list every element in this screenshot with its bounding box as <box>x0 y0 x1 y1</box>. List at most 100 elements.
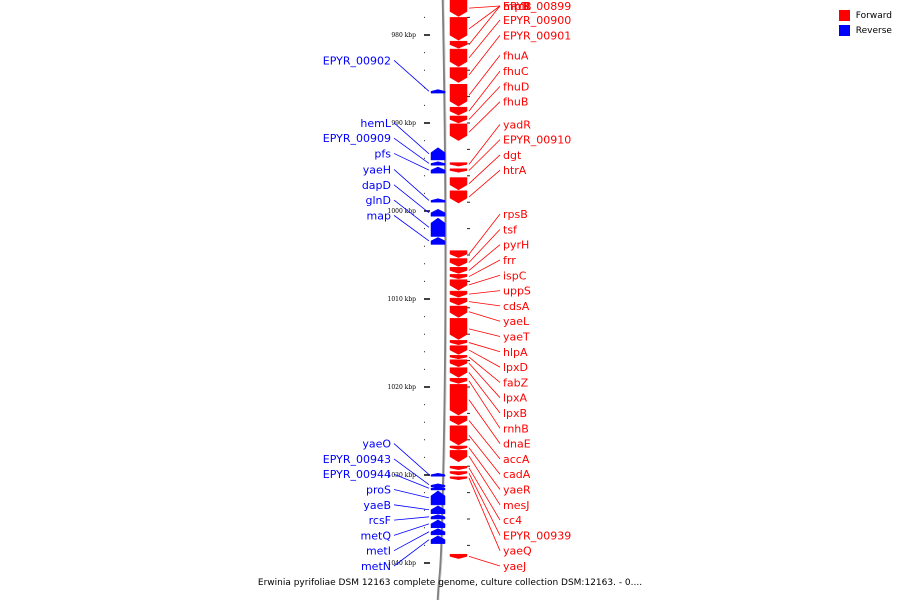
gene-arrow-mesJ[interactable] <box>449 450 468 463</box>
gene-label-metQ[interactable]: metQ <box>361 529 392 542</box>
gene-label-uppS[interactable]: uppS <box>503 285 531 298</box>
gene-arrow-metN[interactable] <box>430 535 446 544</box>
gene-arrow-fabZ[interactable] <box>449 355 468 360</box>
gene-label-yaeO[interactable]: yaeO <box>362 438 391 451</box>
gene-label-dgt[interactable]: dgt <box>503 149 522 162</box>
gene-arrow-ispC[interactable] <box>449 279 468 291</box>
gene-arrow-yaeB[interactable] <box>430 505 446 514</box>
gene-arrow-cdsA[interactable] <box>449 297 468 306</box>
gene-arrow-glnD[interactable] <box>430 217 446 237</box>
gene-label-yaeT[interactable]: yaeT <box>503 331 530 344</box>
gene-arrow-EPYR_00939[interactable] <box>449 471 468 476</box>
gene-label-hemL[interactable]: hemL <box>360 117 391 130</box>
gene-arrow-dapD[interactable] <box>430 208 446 217</box>
gene-arrow-frr[interactable] <box>449 274 468 280</box>
gene-arrow-metI[interactable] <box>430 528 446 536</box>
gene-arrow-yaeT[interactable] <box>449 318 468 340</box>
gene-label-EPYR_00909[interactable]: EPYR_00909 <box>323 132 391 145</box>
gene-label-EPYR_00944[interactable]: EPYR_00944 <box>323 468 391 481</box>
gene-arrow-rnhB[interactable] <box>449 377 468 384</box>
gene-arrow-EPYR_00909[interactable] <box>430 161 446 166</box>
gene-arrow-mrcB[interactable] <box>449 17 468 41</box>
gene-arrow-yadR[interactable] <box>449 162 468 167</box>
gene-label-fhuC[interactable]: fhuC <box>503 65 529 78</box>
gene-label-dnaE[interactable]: dnaE <box>503 438 531 451</box>
gene-label-cc4[interactable]: cc4 <box>503 514 522 527</box>
gene-arrow-cc4[interactable] <box>449 465 468 470</box>
gene-label-glnD[interactable]: glnD <box>366 194 391 207</box>
gene-arrow-yaeH[interactable] <box>430 198 446 203</box>
gene-arrow-proS[interactable] <box>430 490 446 506</box>
gene-arrow-metQ[interactable] <box>430 519 446 529</box>
gene-label-pfs[interactable]: pfs <box>374 147 391 160</box>
gene-label-rcsF[interactable]: rcsF <box>369 514 391 527</box>
gene-label-yaeJ[interactable]: yaeJ <box>503 560 526 573</box>
gene-label-yaeR[interactable]: yaeR <box>503 484 531 497</box>
gene-arrow-lpxA[interactable] <box>449 359 468 368</box>
gene-arrow-EPYR_00900[interactable] <box>449 48 468 67</box>
gene-label-frr[interactable]: frr <box>503 254 516 267</box>
gene-arrow-tsf[interactable] <box>449 258 468 267</box>
gene-label-metI[interactable]: metI <box>366 545 391 558</box>
gene-arrow-fhuC[interactable] <box>449 106 468 116</box>
gene-arrow-pfs[interactable] <box>430 166 446 174</box>
gene-label-metN[interactable]: metN <box>361 560 391 573</box>
gene-label-fhuA[interactable]: fhuA <box>503 49 529 62</box>
gene-label-EPYR_00901[interactable]: EPYR_00901 <box>503 29 571 42</box>
gene-label-mrcB[interactable]: mrcB <box>503 0 532 13</box>
gene-label-fabZ[interactable]: fabZ <box>503 376 529 389</box>
gene-label-yaeL[interactable]: yaeL <box>503 315 530 328</box>
gene-arrow-yaeL[interactable] <box>449 305 468 318</box>
gene-label-lpxA[interactable]: lpxA <box>503 392 528 405</box>
gene-label-EPYR_00910[interactable]: EPYR_00910 <box>503 134 571 147</box>
gene-label-pyrH[interactable]: pyrH <box>503 239 529 252</box>
gene-label-dapD[interactable]: dapD <box>362 179 391 192</box>
gene-label-EPYR_00939[interactable]: EPYR_00939 <box>503 529 571 542</box>
gene-label-tsf[interactable]: tsf <box>503 223 518 236</box>
gene-arrow-EPYR_00943[interactable] <box>430 483 446 488</box>
gene-label-EPYR_00943[interactable]: EPYR_00943 <box>323 453 391 466</box>
gene-label-hlpA[interactable]: hlpA <box>503 346 528 359</box>
gene-label-lpxB[interactable]: lpxB <box>503 407 527 420</box>
gene-arrow-fhuA[interactable] <box>449 84 468 107</box>
gene-arrow-EPYR_00944[interactable] <box>430 486 446 491</box>
gene-arrow-EPYR_00910[interactable] <box>449 168 468 173</box>
gene-arrow-fhuD[interactable] <box>449 115 468 124</box>
gene-label-hrpB[interactable]: hrpB <box>503 0 529 13</box>
gene-arrow-lpxD[interactable] <box>449 345 468 355</box>
gene-label-cadA[interactable]: cadA <box>503 468 531 481</box>
gene-arrow-yaeJ[interactable] <box>449 553 468 559</box>
gene-label-map[interactable]: map <box>367 209 391 222</box>
gene-arrow-lpxB[interactable] <box>449 367 468 378</box>
gene-arrow-yaeR[interactable] <box>449 445 468 450</box>
gene-label-yaeH[interactable]: yaeH <box>363 163 391 176</box>
gene-label-cdsA[interactable]: cdsA <box>503 300 530 313</box>
gene-arrow-hlpA[interactable] <box>449 340 468 346</box>
gene-label-fhuB[interactable]: fhuB <box>503 96 528 109</box>
gene-label-proS[interactable]: proS <box>366 484 391 497</box>
gene-label-mesJ[interactable]: mesJ <box>503 499 529 512</box>
gene-arrow-map[interactable] <box>430 237 446 245</box>
gene-label-ispC[interactable]: ispC <box>503 269 527 282</box>
gene-arrow-hrpB[interactable] <box>449 0 468 17</box>
gene-label-rpsB[interactable]: rpsB <box>503 208 528 221</box>
gene-arrow-dnaE[interactable] <box>449 384 468 416</box>
gene-label-rnhB[interactable]: rnhB <box>503 422 529 435</box>
gene-arrow-rcsF[interactable] <box>430 514 446 520</box>
gene-arrow-rpsB[interactable] <box>449 250 468 258</box>
gene-label-EPYR_00902[interactable]: EPYR_00902 <box>323 54 391 67</box>
gene-arrow-cadA[interactable] <box>449 425 468 446</box>
gene-label-yaeQ[interactable]: yaeQ <box>503 545 532 558</box>
gene-arrow-fhuB[interactable] <box>449 123 468 141</box>
gene-arrow-pyrH[interactable] <box>449 267 468 274</box>
gene-arrow-uppS[interactable] <box>449 290 468 298</box>
gene-arrow-yaeQ[interactable] <box>449 476 468 481</box>
gene-arrow-htrA[interactable] <box>449 190 468 204</box>
gene-arrow-EPYR_00901[interactable] <box>449 67 468 83</box>
gene-label-htrA[interactable]: htrA <box>503 164 527 177</box>
gene-label-EPYR_00900[interactable]: EPYR_00900 <box>503 14 571 27</box>
gene-arrow-accA[interactable] <box>449 415 468 426</box>
gene-arrow-dgt[interactable] <box>449 177 468 191</box>
gene-label-fhuD[interactable]: fhuD <box>503 80 529 93</box>
gene-label-yaeB[interactable]: yaeB <box>363 499 391 512</box>
